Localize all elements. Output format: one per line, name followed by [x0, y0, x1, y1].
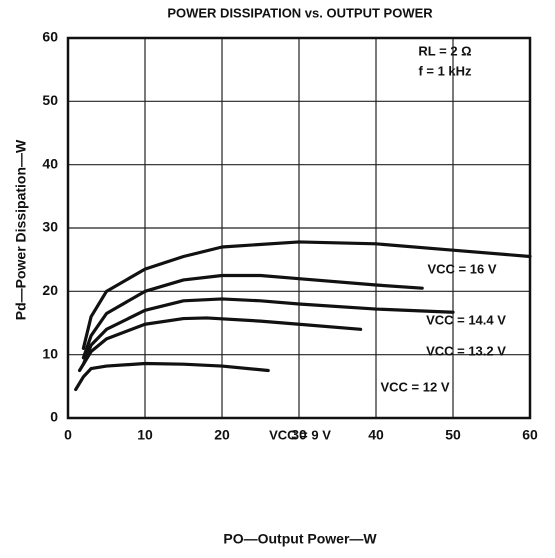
series-label: VCC = 13.2 V — [426, 343, 506, 358]
y-tick-label: 50 — [42, 92, 58, 108]
y-tick-label: 30 — [42, 219, 58, 235]
x-tick-label: 20 — [214, 427, 230, 443]
y-tick-label: 10 — [42, 345, 58, 361]
y-tick-label: 60 — [42, 29, 58, 45]
series-line — [74, 361, 270, 392]
y-tick-label: 40 — [42, 155, 58, 171]
y-tick-label: 0 — [50, 409, 58, 425]
x-tick-label: 50 — [445, 427, 461, 443]
chart-title: POWER DISSIPATION vs. OUTPUT POWER — [167, 5, 433, 20]
plot-frame — [66, 36, 532, 420]
series-line — [81, 240, 532, 350]
annotation: f = 1 kHz — [418, 63, 472, 78]
x-tick-label: 0 — [64, 427, 72, 443]
series-label: VCC = 12 V — [380, 379, 449, 394]
y-axis-label: Pd—Power Dissipation—W — [13, 139, 29, 320]
series-line — [81, 273, 424, 360]
x-tick-label: 30 — [291, 427, 307, 443]
annotation: RL = 2 Ω — [418, 43, 471, 58]
series-label: VCC = 14.4 V — [426, 312, 506, 327]
series-label: VCC = 16 V — [427, 261, 496, 276]
y-tick-label: 20 — [42, 282, 58, 298]
x-axis-label: PO—Output Power—W — [223, 531, 377, 547]
series-label: VCC = 9 V — [269, 427, 331, 442]
x-tick-label: 40 — [368, 427, 384, 443]
x-tick-label: 60 — [522, 427, 538, 443]
series-line — [77, 316, 363, 373]
series-line — [81, 297, 455, 366]
x-tick-label: 10 — [137, 427, 153, 443]
